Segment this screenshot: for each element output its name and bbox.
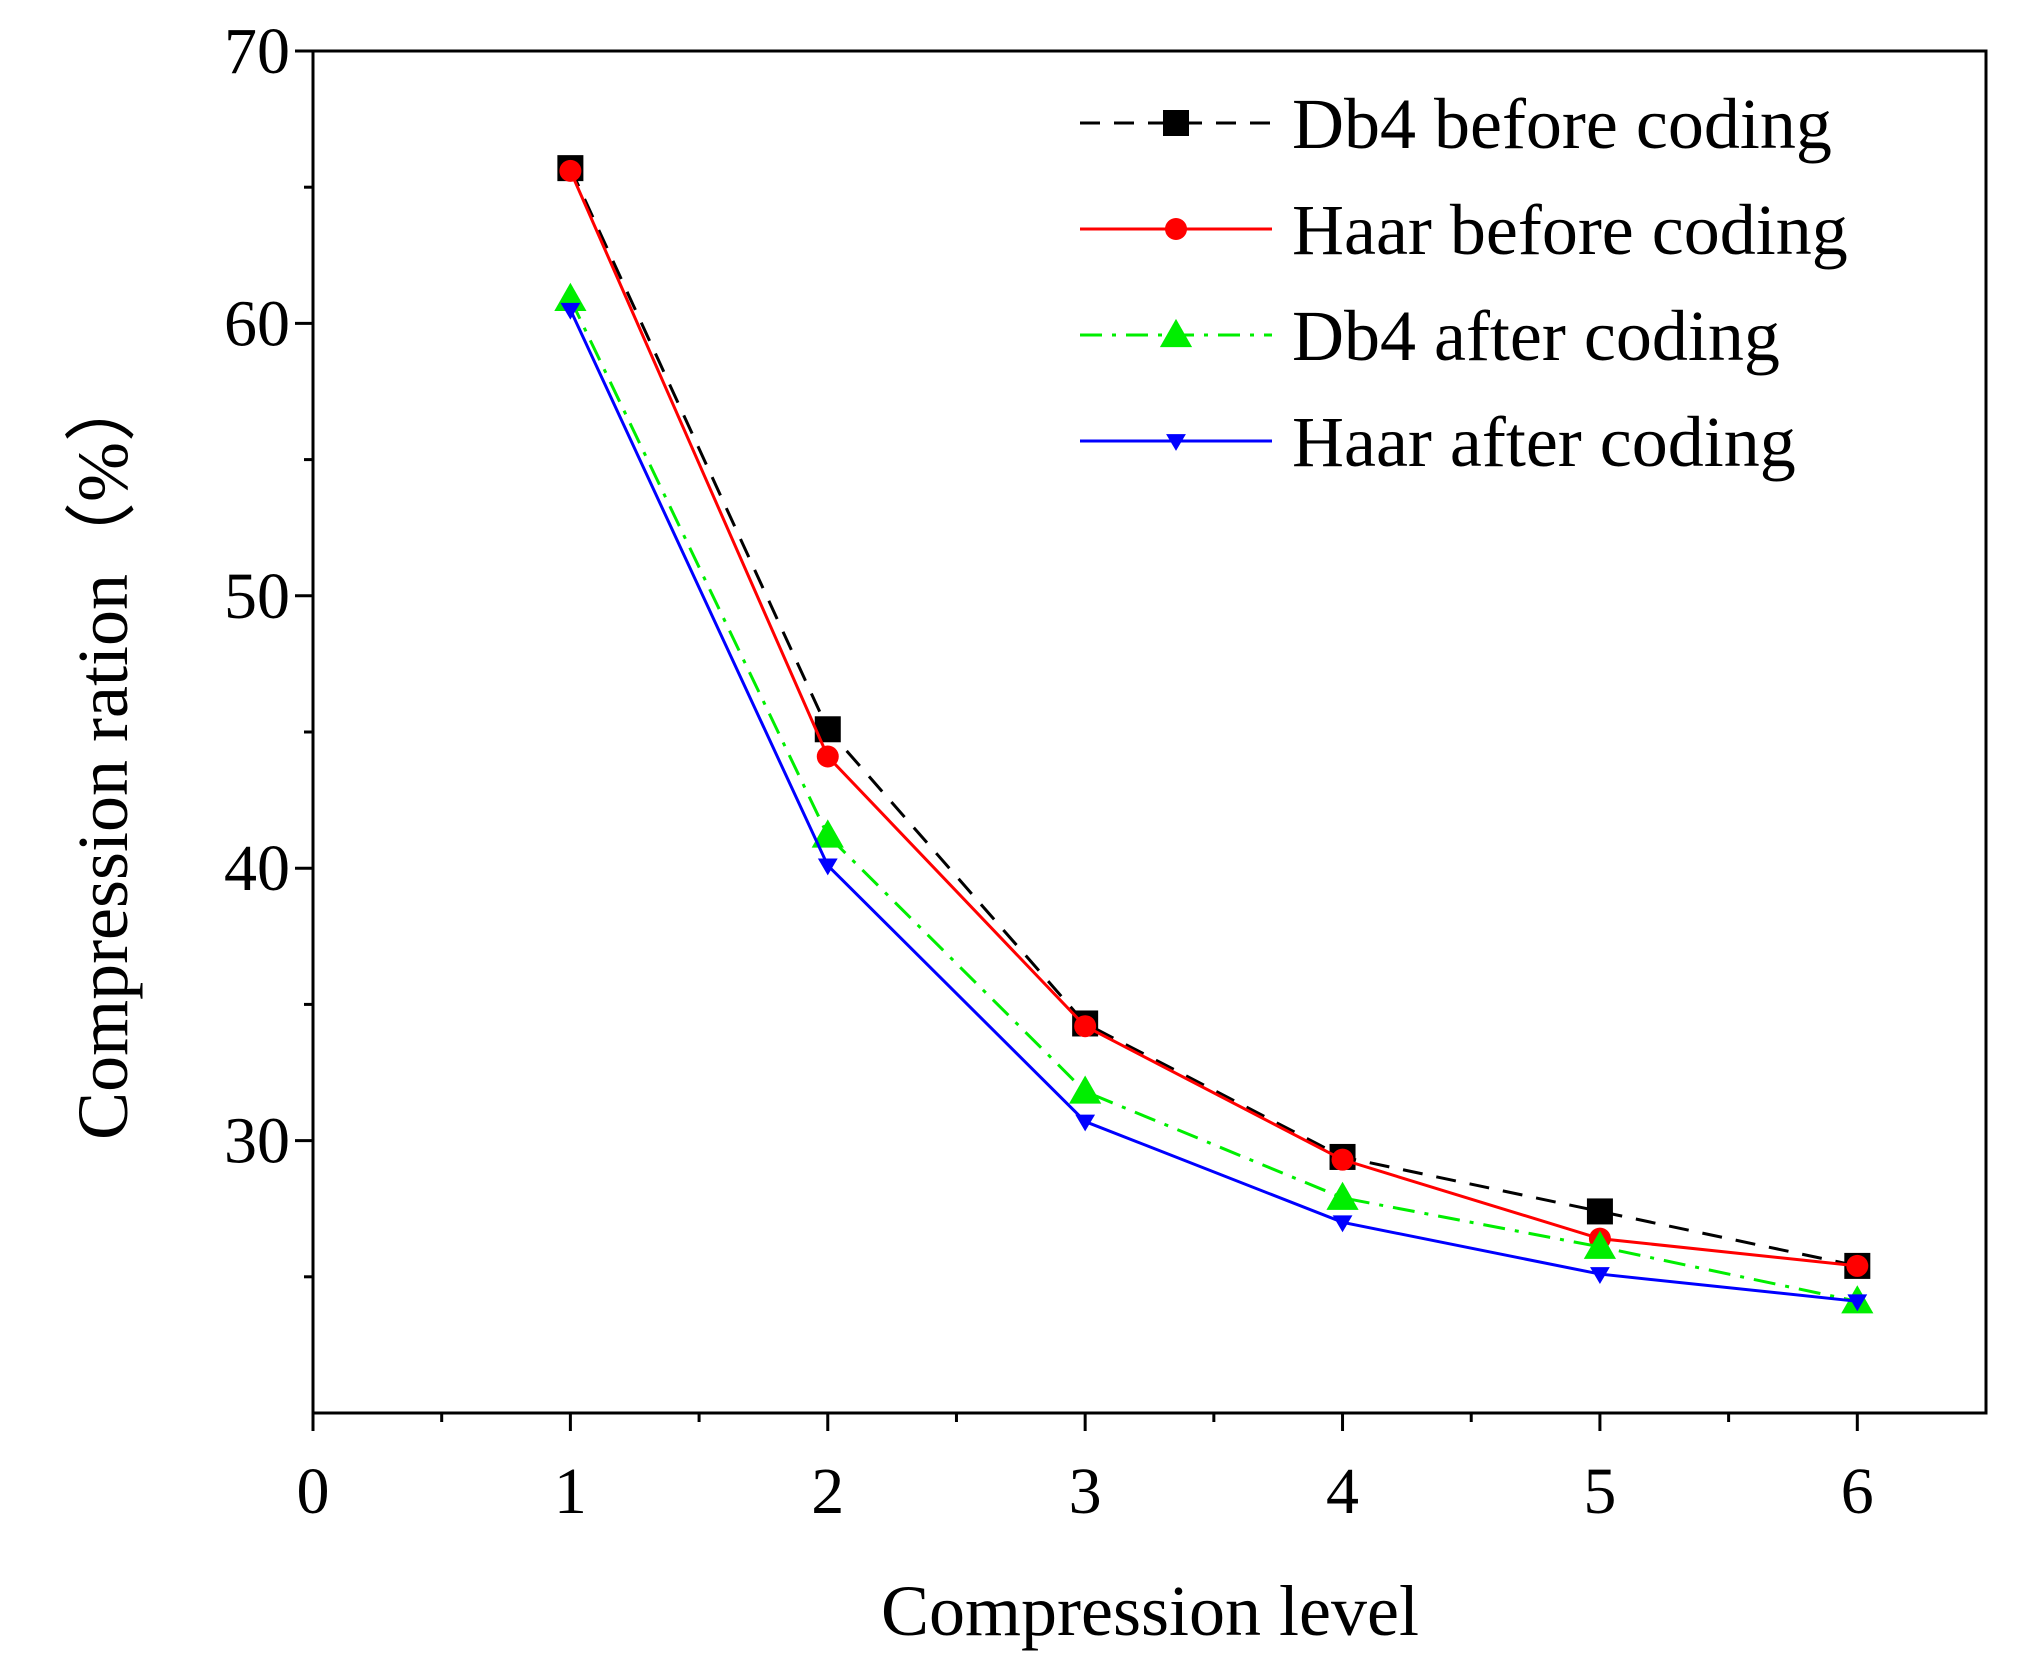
data-point-marker bbox=[1847, 1294, 1868, 1312]
series-layer bbox=[554, 155, 1874, 1314]
x-tick-label: 4 bbox=[1326, 1455, 1359, 1528]
legend-item: Db4 before coding bbox=[1080, 84, 1832, 164]
data-point-marker bbox=[811, 819, 844, 848]
legend-label: Db4 after coding bbox=[1292, 296, 1780, 376]
x-tick-label: 3 bbox=[1069, 1455, 1102, 1528]
data-point-marker bbox=[559, 159, 582, 182]
data-point-marker bbox=[1586, 1198, 1613, 1225]
data-point-marker bbox=[1583, 1230, 1617, 1259]
y-tick-label: 50 bbox=[224, 560, 290, 633]
y-tick-label: 30 bbox=[224, 1105, 290, 1178]
legend-item: Db4 after coding bbox=[1080, 296, 1780, 376]
y-tick-label: 40 bbox=[224, 832, 290, 905]
data-point-marker bbox=[1069, 1075, 1102, 1104]
y-axis-title: Compression ration（%） bbox=[63, 370, 143, 1140]
series-line bbox=[569, 167, 1858, 1268]
y-tick-label: 60 bbox=[224, 287, 290, 360]
legend-marker bbox=[1163, 110, 1189, 136]
x-axis-title: Compression level bbox=[881, 1571, 1419, 1651]
data-point-marker bbox=[1590, 1267, 1610, 1284]
data-point-marker bbox=[816, 745, 839, 768]
data-point-marker bbox=[1332, 1215, 1353, 1233]
legend: Db4 before coding Haar before coding Db4 a… bbox=[1080, 84, 1848, 482]
x-tick-label: 2 bbox=[811, 1455, 844, 1528]
legend-label: Haar before coding bbox=[1292, 190, 1848, 270]
legend-label: Db4 before coding bbox=[1292, 84, 1832, 164]
data-point-marker bbox=[1074, 1015, 1097, 1038]
x-tick-label: 5 bbox=[1583, 1455, 1616, 1528]
data-point-marker bbox=[1846, 1254, 1869, 1277]
legend-marker bbox=[1165, 218, 1187, 240]
data-point-marker bbox=[560, 302, 581, 320]
data-point-marker bbox=[1075, 1114, 1096, 1132]
x-tick-label: 0 bbox=[297, 1455, 330, 1528]
series-line bbox=[569, 298, 1858, 1303]
data-point-marker bbox=[1331, 1148, 1354, 1171]
x-axis-ticks: 0 1 2 3 4 5 6 bbox=[297, 1413, 1874, 1528]
legend-marker bbox=[1159, 318, 1193, 348]
legend-marker bbox=[1166, 434, 1186, 451]
legend-item: Haar before coding bbox=[1080, 190, 1848, 270]
legend-item: Haar after coding bbox=[1080, 402, 1796, 482]
y-tick-label: 70 bbox=[224, 15, 290, 88]
x-tick-label: 1 bbox=[554, 1455, 587, 1528]
plot-area-frame bbox=[311, 49, 1988, 1415]
y-axis-ticks: 30 40 50 60 70 bbox=[224, 15, 313, 1279]
data-point-marker bbox=[817, 858, 838, 876]
data-point-marker bbox=[1326, 1181, 1359, 1210]
legend-label: Haar after coding bbox=[1292, 402, 1796, 482]
series-3 bbox=[560, 302, 1868, 1312]
series-line bbox=[569, 170, 1858, 1268]
series-line bbox=[569, 309, 1858, 1303]
x-tick-label: 6 bbox=[1841, 1455, 1874, 1528]
